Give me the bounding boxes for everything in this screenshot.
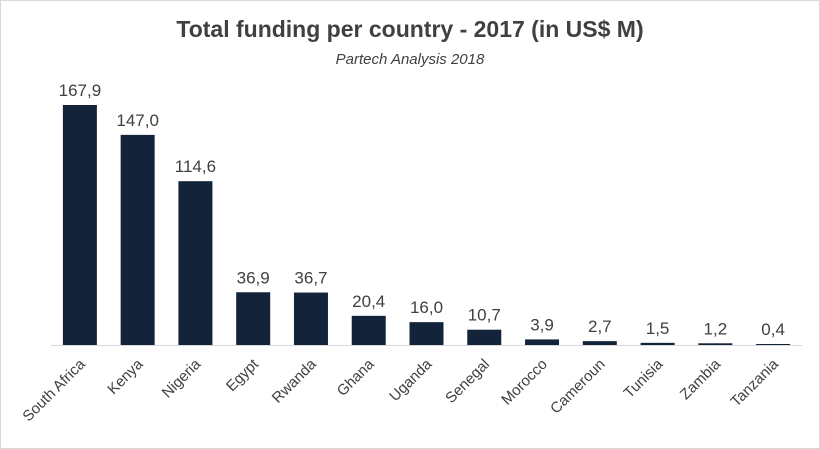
category-label: Tanzania: [727, 355, 782, 410]
bar-cameroun: [582, 341, 617, 345]
chart-title: Total funding per country - 2017 (in US$…: [176, 16, 644, 42]
value-label: 1,2: [704, 319, 728, 338]
value-label: 2,7: [588, 317, 612, 336]
value-labels-group: 167,9 147,0 114,6 36,9 36,7 20,4 16,0 10,7 3,9 2,…: [59, 81, 785, 339]
category-label: South Africa: [19, 355, 89, 425]
bar-kenya: [120, 134, 155, 345]
bar-tanzania: [756, 344, 791, 345]
category-label: Kenya: [104, 355, 147, 398]
value-label: 147,0: [116, 111, 159, 130]
chart-subtitle: Partech Analysis 2018: [335, 51, 485, 68]
category-label: Senegal: [442, 356, 493, 407]
category-label: Uganda: [386, 355, 436, 405]
bar-zambia: [698, 343, 733, 345]
bar-ghana: [351, 315, 386, 345]
value-label: 1,5: [646, 319, 670, 338]
category-label: Zambia: [677, 355, 725, 403]
value-label: 10,7: [468, 306, 501, 325]
bar-uganda: [409, 322, 444, 345]
bar-tunisia: [640, 342, 675, 345]
category-label: Ghana: [334, 355, 378, 399]
bar-rwanda: [293, 292, 328, 345]
category-label: Morocco: [498, 356, 551, 409]
value-label: 36,7: [294, 269, 327, 288]
value-label: 167,9: [59, 81, 102, 100]
category-label: Nigeria: [159, 355, 205, 401]
category-label: Egypt: [223, 355, 263, 395]
bar-south-africa: [62, 105, 97, 345]
value-label: 3,9: [530, 315, 554, 334]
value-label: 20,4: [352, 292, 385, 311]
bar-nigeria: [178, 181, 213, 345]
bar-morocco: [525, 339, 560, 345]
value-label: 0,4: [761, 320, 785, 339]
bars-group: [62, 105, 791, 345]
category-label: Cameroun: [547, 356, 609, 418]
value-label: 16,0: [410, 298, 443, 317]
category-label: Rwanda: [269, 355, 320, 406]
value-label: 114,6: [175, 157, 216, 176]
category-labels-group: South Africa Kenya Nigeria Egypt Rwanda Ghana…: [19, 355, 782, 425]
bar-senegal: [467, 329, 502, 345]
category-label: Tunisia: [621, 355, 667, 401]
value-label: 36,9: [237, 268, 270, 287]
bar-egypt: [236, 292, 271, 345]
